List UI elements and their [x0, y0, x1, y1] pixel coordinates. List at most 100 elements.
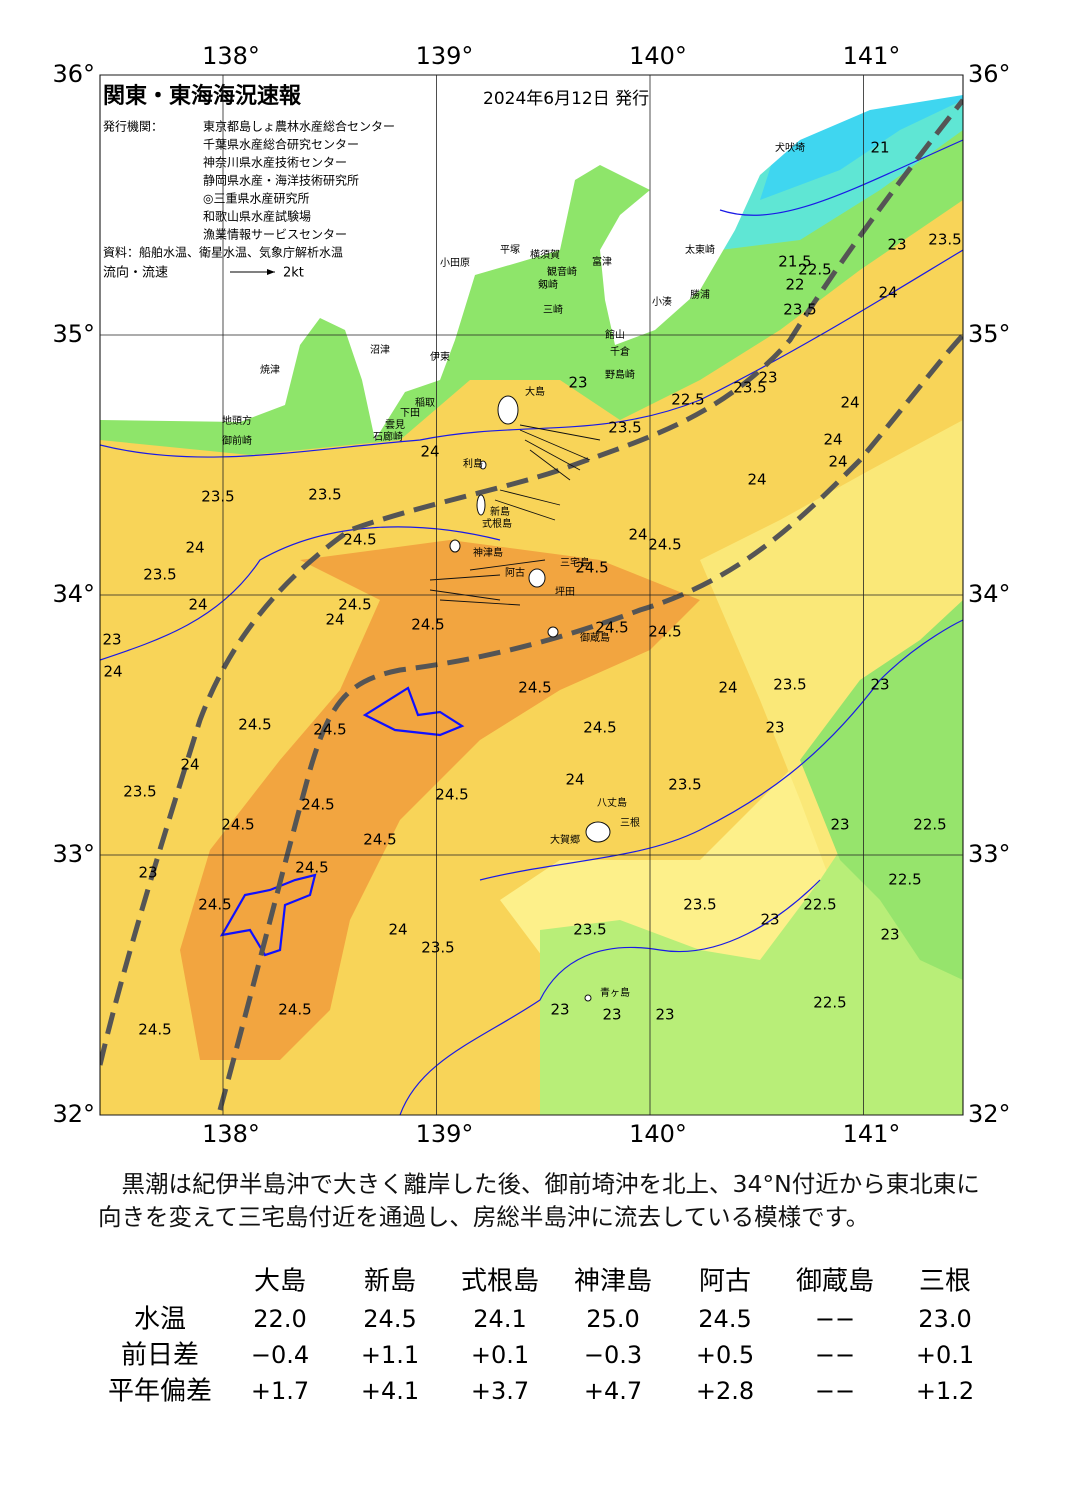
contour-label: 23.5 — [143, 566, 176, 584]
cell: +0.5 — [696, 1341, 754, 1369]
current-arrow — [469, 559, 546, 571]
contour-line — [719, 139, 963, 216]
land — [100, 75, 963, 440]
contour-label: 24.5 — [295, 859, 328, 877]
issuer: 静岡県水産・海洋技術研究所 — [203, 173, 359, 188]
lat-tick-label: 36° — [52, 60, 95, 88]
contour-label: 23 — [880, 926, 899, 944]
column-header: 式根島 — [461, 1267, 539, 1297]
place-name: 館山 — [605, 328, 625, 341]
island — [584, 994, 592, 1002]
legend-unit: 2kt — [283, 266, 304, 281]
kuroshio-path — [217, 333, 963, 1111]
contour-label: 24.5 — [648, 623, 681, 641]
contour-label: 23.5 — [201, 488, 234, 506]
place-name: 石廊崎 — [373, 430, 403, 443]
column-header: 三根 — [919, 1267, 971, 1297]
lat-tick-label: 35° — [968, 320, 1011, 348]
contour-label: 22.5 — [803, 896, 836, 914]
contour-label: 24.5 — [198, 896, 231, 914]
contour-label: 24.5 — [221, 816, 254, 834]
column-header: 大島 — [254, 1267, 306, 1297]
column-header: 阿古 — [699, 1267, 751, 1297]
map: 関東・東海海況速報 2024年6月12日 発行 発行機関： 資料：船舶水温、衛星… — [52, 42, 1011, 1148]
contour-label: 23 — [870, 676, 889, 694]
issuer: ◎三重県水産研究所 — [203, 191, 309, 206]
lon-tick-label: 140° — [629, 1120, 687, 1148]
lon-tick-label: 138° — [202, 1120, 260, 1148]
contour-label: 24.5 — [301, 796, 334, 814]
place-name: 三根 — [620, 816, 640, 829]
island — [449, 539, 461, 553]
cell: +4.7 — [584, 1377, 642, 1405]
contour-line — [219, 873, 317, 957]
current-arrow — [519, 429, 591, 461]
lon-tick-label: 141° — [843, 1120, 901, 1148]
contour-label: 24.5 — [583, 719, 616, 737]
place-name: 雲見 — [385, 419, 405, 431]
cell: 22.0 — [253, 1305, 306, 1333]
cool-zone — [540, 700, 963, 1115]
cell: +1.1 — [361, 1341, 419, 1369]
legend-label: 流向・流速 — [103, 265, 168, 281]
cell: −0.3 — [584, 1341, 642, 1369]
lat-tick-label: 32° — [52, 1100, 95, 1128]
contour-line — [479, 619, 963, 881]
place-name: 平塚 — [500, 244, 520, 256]
contour-label: 24.5 — [435, 786, 468, 804]
island — [479, 460, 487, 470]
contour-label: 23 — [830, 816, 849, 834]
contour-label: 24.5 — [138, 1021, 171, 1039]
contour-label: 23 — [887, 236, 906, 254]
island — [497, 395, 519, 425]
place-name: 大賀郷 — [550, 833, 580, 846]
place-name: 小田原 — [440, 257, 470, 269]
place-name: 下田 — [400, 408, 420, 419]
column-header: 新島 — [364, 1267, 416, 1297]
lon-tick-label: 140° — [629, 42, 687, 70]
contour-label: 24 — [718, 679, 737, 697]
contour-label: 24 — [878, 284, 897, 302]
contour-label: 23 — [138, 864, 157, 882]
place-name: 千倉 — [610, 345, 630, 358]
contour-label: 23.5 — [733, 379, 766, 397]
lon-tick-label: 141° — [843, 42, 901, 70]
kuroshio-path — [100, 98, 963, 1066]
cell: +1.7 — [251, 1377, 309, 1405]
cell: +4.1 — [361, 1377, 419, 1405]
lon-tick-label: 139° — [416, 42, 474, 70]
title: 関東・東海海況速報 — [103, 83, 302, 109]
cell: −− — [815, 1305, 855, 1333]
contour-label: 23.5 — [683, 896, 716, 914]
contour-label: 22.5 — [913, 816, 946, 834]
row-label: 前日差 — [121, 1341, 199, 1371]
contour-label: 24 — [420, 443, 439, 461]
column-header: 神津島 — [574, 1267, 652, 1297]
contour-label: 24.5 — [338, 596, 371, 614]
cell: 24.1 — [473, 1305, 526, 1333]
place-name: 新島 — [490, 505, 510, 518]
contour-label: 23.5 — [573, 921, 606, 939]
lat-tick-label: 36° — [968, 60, 1011, 88]
contour-label: 23.5 — [308, 486, 341, 504]
place-name: 富津 — [592, 255, 612, 268]
place-name: 剱崎 — [538, 278, 558, 291]
place-name: 太東崎 — [685, 243, 715, 256]
contour-label: 24 — [823, 431, 842, 449]
contour-label: 24 — [388, 921, 407, 939]
kuroshio — [100, 98, 963, 1111]
cell: +0.1 — [916, 1341, 974, 1369]
column-header: 御蔵島 — [796, 1267, 874, 1297]
place-name: 焼津 — [260, 364, 280, 376]
place-name: 式根島 — [482, 517, 512, 530]
contour-label: 23.5 — [773, 676, 806, 694]
cell: 24.5 — [363, 1305, 416, 1333]
contour-label: 24.5 — [343, 531, 376, 549]
place-name: 横須賀 — [530, 248, 560, 261]
current-arrow — [519, 424, 601, 441]
contour-label: 23 — [550, 1001, 569, 1019]
row-label: 平年偏差 — [108, 1377, 212, 1407]
lat-tick-label: 34° — [968, 580, 1011, 608]
contour-label: 24.5 — [595, 619, 628, 637]
